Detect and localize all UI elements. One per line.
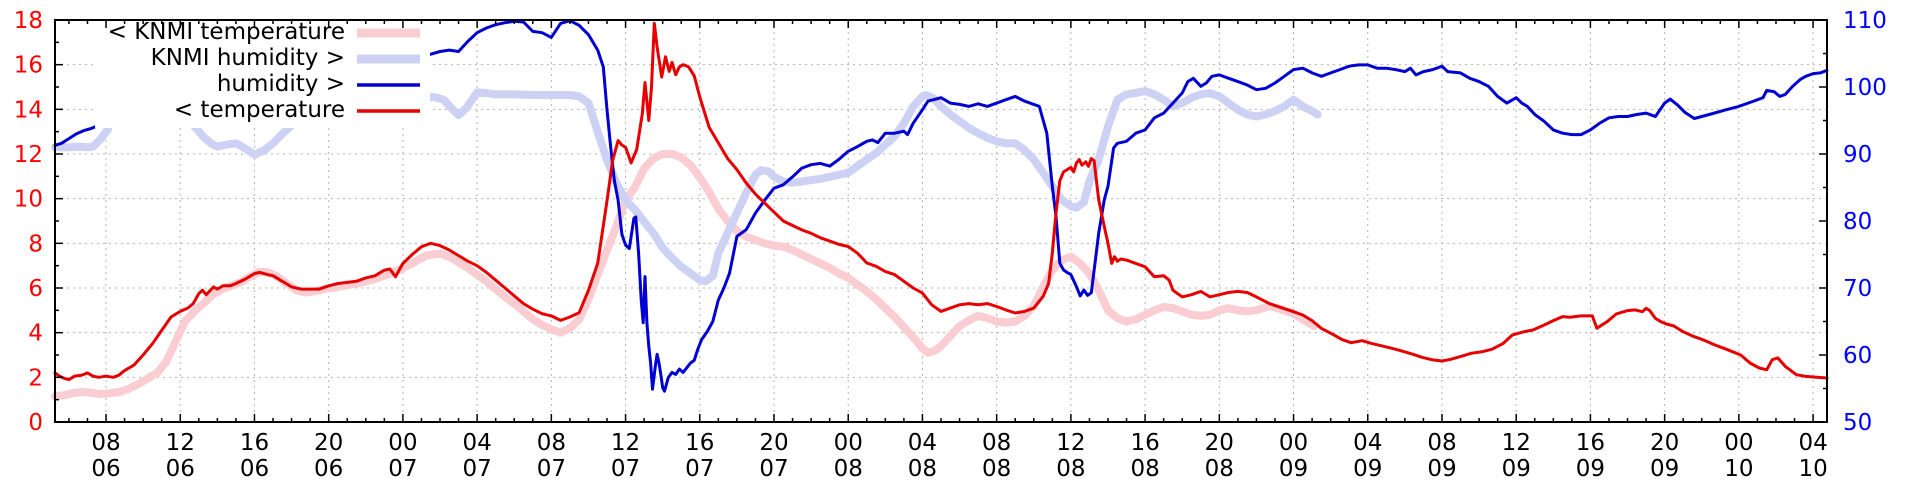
right-axis-tick-label: 100 [1843, 75, 1887, 101]
series-temperature [53, 21, 1829, 382]
x-axis-hour-label: 20 [314, 430, 343, 456]
x-axis-day-label: 09 [1279, 456, 1308, 480]
right-axis-tick-label: 110 [1843, 8, 1887, 34]
x-axis-hour-label: 00 [388, 430, 417, 456]
series-knmi_humidity [51, 87, 1322, 286]
right-axis-labels: 50 60 70 80 90 100 110 [1843, 8, 1887, 436]
x-axis-day-label: 09 [1427, 456, 1456, 480]
left-axis-tick-label: 4 [28, 321, 43, 347]
legend-label: < temperature [174, 97, 345, 123]
x-axis-day-label: 09 [1353, 456, 1382, 480]
x-axis-hour-label: 16 [1130, 430, 1159, 456]
x-axis-hour-label: 04 [1353, 430, 1382, 456]
x-axis-hour-label: 04 [1798, 430, 1827, 456]
x-axis-hour-label: 12 [1502, 430, 1531, 456]
x-axis-day-label: 07 [537, 456, 566, 480]
x-axis-day-label: 06 [314, 456, 343, 480]
left-axis-tick-label: 12 [14, 142, 43, 168]
legend-label: humidity > [217, 71, 345, 97]
x-axis-day-label: 07 [611, 456, 640, 480]
x-axis-hour-label: 20 [1650, 430, 1679, 456]
x-axis-day-label: 07 [685, 456, 714, 480]
right-axis-tick-label: 70 [1843, 276, 1872, 302]
x-axis-hour-label: 16 [1576, 430, 1605, 456]
x-axis-hour-label: 08 [537, 430, 566, 456]
x-axis-day-label: 08 [908, 456, 937, 480]
x-axis-hour-label: 12 [166, 430, 195, 456]
x-axis-day-label: 09 [1502, 456, 1531, 480]
x-axis-hour-label: 04 [908, 430, 937, 456]
x-axis-day-label: 09 [1650, 456, 1679, 480]
x-axis-day-label: 09 [1576, 456, 1605, 480]
x-axis-day-label: 08 [1130, 456, 1159, 480]
x-axis-day-label: 07 [759, 456, 788, 480]
x-axis-day-label: 07 [388, 456, 417, 480]
left-axis-tick-label: 6 [28, 276, 43, 302]
x-axis-day-label: 10 [1724, 456, 1753, 480]
axis-ticks [55, 19, 1827, 423]
legend-item-humidity: humidity > [217, 71, 420, 97]
left-axis-tick-label: 8 [28, 231, 43, 257]
legend-item-knmi_humidity: KNMI humidity > [151, 45, 420, 71]
right-axis-tick-label: 90 [1843, 142, 1872, 168]
x-axis-hour-label: 00 [1279, 430, 1308, 456]
right-axis-tick-label: 50 [1843, 410, 1872, 436]
x-axis-day-label: 06 [166, 456, 195, 480]
x-axis-day-label: 08 [1056, 456, 1085, 480]
x-axis-day-label: 06 [240, 456, 269, 480]
legend-item-knmi_temperature: < KNMI temperature [108, 19, 420, 45]
x-axis-hour-label: 20 [759, 430, 788, 456]
x-axis-labels: 0806120616062006000704070807120716072007… [91, 430, 1827, 480]
x-axis-day-label: 08 [982, 456, 1011, 480]
x-axis-day-label: 08 [834, 456, 863, 480]
x-axis-hour-label: 08 [91, 430, 120, 456]
x-axis-hour-label: 08 [982, 430, 1011, 456]
x-axis-day-label: 08 [1205, 456, 1234, 480]
left-axis-tick-label: 10 [14, 187, 43, 213]
right-axis-tick-label: 80 [1843, 209, 1872, 235]
x-axis-hour-label: 16 [685, 430, 714, 456]
x-axis-day-label: 10 [1798, 456, 1827, 480]
legend-label: < KNMI temperature [108, 19, 345, 45]
left-axis-tick-label: 14 [14, 97, 43, 123]
left-axis-tick-label: 0 [28, 410, 43, 436]
right-axis-tick-label: 60 [1843, 343, 1872, 369]
x-axis-hour-label: 20 [1205, 430, 1234, 456]
x-axis-hour-label: 08 [1427, 430, 1456, 456]
x-axis-hour-label: 12 [611, 430, 640, 456]
legend-item-temperature: < temperature [174, 97, 420, 123]
x-axis-day-label: 06 [91, 456, 120, 480]
left-axis-tick-label: 18 [14, 8, 43, 34]
left-axis-tick-label: 2 [28, 365, 43, 391]
x-axis-hour-label: 00 [834, 430, 863, 456]
x-axis-hour-label: 12 [1056, 430, 1085, 456]
x-axis-hour-label: 16 [240, 430, 269, 456]
x-axis-hour-label: 04 [462, 430, 491, 456]
left-axis-tick-label: 16 [14, 53, 43, 79]
left-axis-labels: 0 2 4 6 8 10 12 14 16 18 [14, 8, 43, 436]
x-axis-hour-label: 00 [1724, 430, 1753, 456]
x-axis-day-label: 07 [462, 456, 491, 480]
series-humidity [53, 19, 1829, 393]
legend-label: KNMI humidity > [151, 45, 345, 71]
